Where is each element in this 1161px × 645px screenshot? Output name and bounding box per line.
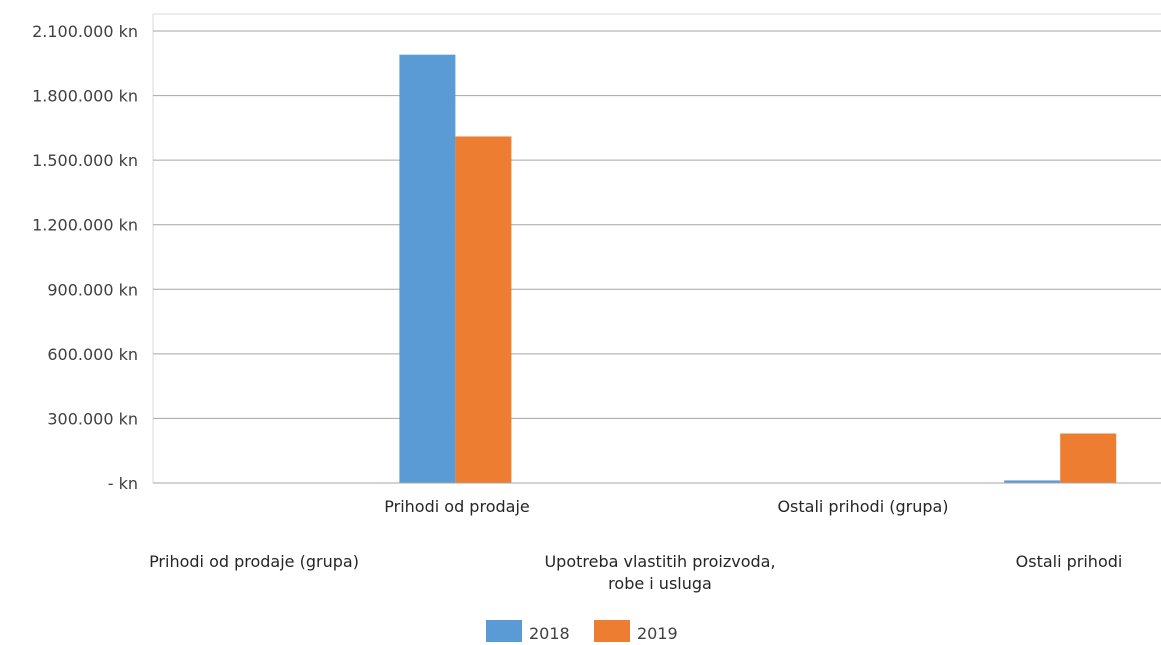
y-tick-label: 2.100.000 kn [32,22,138,41]
y-axis-tick-labels: - kn 300.000 kn 600.000 kn 900.000 kn 1.200.… [32,22,138,493]
category-label-ostali-prihodi: Ostali prihodi [1016,552,1123,571]
y-tick-label: 900.000 kn [47,280,138,299]
category-labels: Prihodi od prodaje Ostali prihodi (grupa… [149,497,1122,593]
bars [399,54,1117,484]
category-label-line: Upotreba vlastitih proizvoda, [544,552,775,571]
category-label-prihodi-od-prodaje: Prihodi od prodaje [384,497,529,516]
category-label-prihodi-od-prodaje-grupa: Prihodi od prodaje (grupa) [149,552,359,571]
gridlines [153,30,1161,419]
bar-2019-1 [455,136,512,483]
legend: 2018 2019 [486,620,678,643]
y-tick-label: 1.800.000 kn [32,87,138,106]
category-label-line: robe i usluga [608,574,712,593]
y-tick-label: - kn [108,474,138,493]
y-tick-label: 300.000 kn [47,409,138,428]
bar-2018-1 [399,54,456,484]
category-label-upotreba-vlastitih: Upotreba vlastitih proizvoda, robe i uslu… [544,552,775,593]
bar-2018-4 [1004,480,1061,483]
y-tick-label: 600.000 kn [47,345,138,364]
legend-label-2018: 2018 [529,624,570,643]
legend-swatch-2018 [486,620,522,642]
bar-2019-4 [1060,433,1117,483]
category-label-ostali-prihodi-grupa: Ostali prihodi (grupa) [777,497,948,516]
legend-label-2019: 2019 [637,624,678,643]
y-tick-label: 1.200.000 kn [32,216,138,235]
legend-swatch-2019 [594,620,630,642]
y-tick-label: 1.500.000 kn [32,151,138,170]
